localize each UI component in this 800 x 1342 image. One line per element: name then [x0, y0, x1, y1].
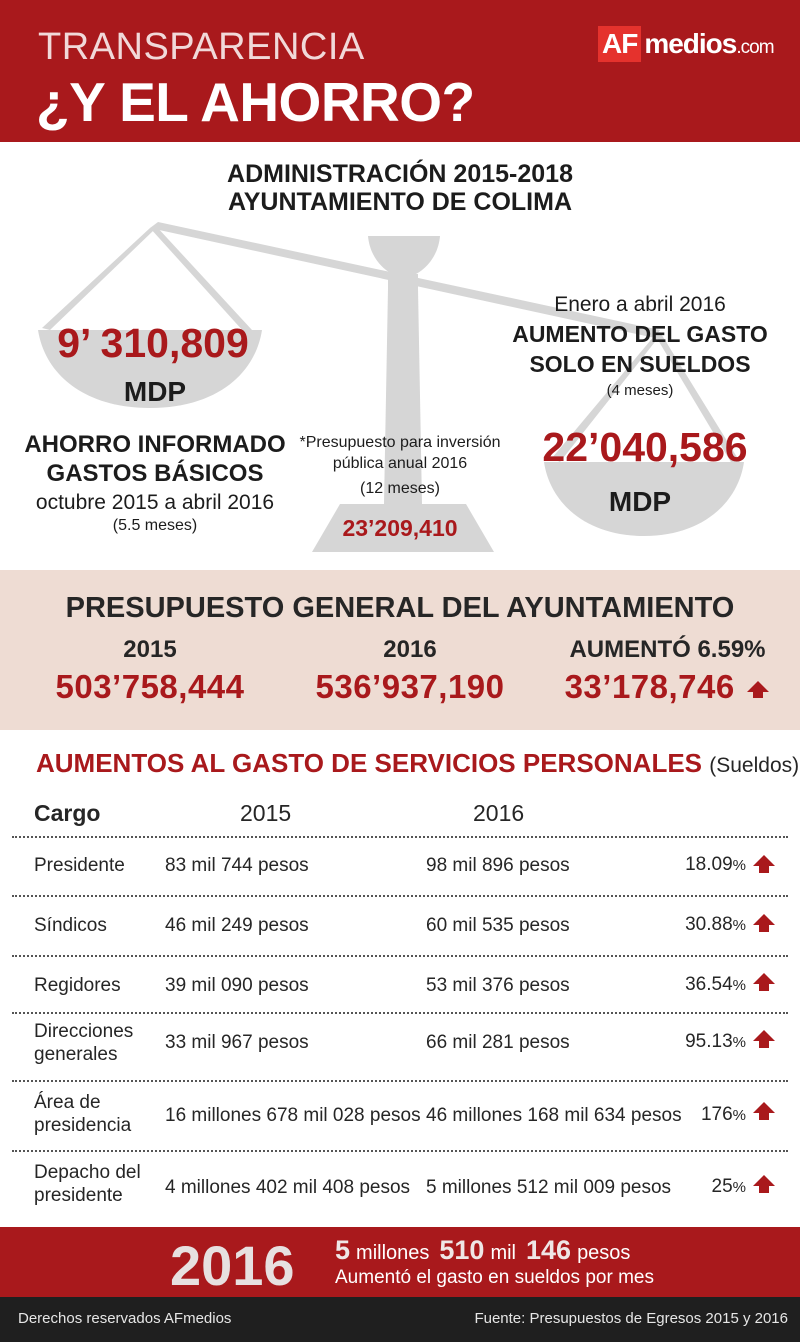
- arrow-up-icon: [753, 973, 775, 991]
- cell-percent: 36.54%: [685, 974, 746, 995]
- summary-year: 2016: [170, 1234, 295, 1297]
- arrow-up-icon: [753, 914, 775, 932]
- cell-percent: 30.88%: [685, 914, 746, 935]
- center-months: (12 meses): [359, 480, 441, 497]
- right-pan-amount: 22’040,586: [542, 424, 748, 470]
- arrow-up-icon: [753, 1030, 775, 1048]
- left-pan-label-line1: AHORRO INFORMADO: [24, 431, 286, 458]
- cell-2016: 53 mil 376 pesos: [426, 975, 570, 996]
- cell-percent: 95.13%: [685, 1031, 746, 1052]
- arrow-up-icon: [753, 855, 775, 873]
- summary-caption: Aumentó el gasto en sueldos por mes: [335, 1267, 654, 1288]
- logo-af: AF: [598, 26, 642, 62]
- center-note-line1: *Presupuesto para inversión: [299, 434, 501, 451]
- table-title-note: (Sueldos): [709, 754, 800, 777]
- right-pan-period: Enero a abril 2016: [554, 293, 726, 316]
- cell-percent: 18.09%: [685, 854, 746, 875]
- left-pan-period: octubre 2015 a abril 2016: [35, 491, 275, 514]
- row-divider: [12, 955, 788, 957]
- budget-2016: 2016 536’937,190: [290, 636, 530, 706]
- header-kicker: TRANSPARENCIA: [38, 26, 365, 68]
- cell-2016: 98 mil 896 pesos: [426, 855, 570, 876]
- afmedios-logo[interactable]: AF medios.com: [598, 25, 775, 63]
- budget-2015-value: 503’758,444: [55, 668, 245, 705]
- budget-title: PRESUPUESTO GENERAL DEL AYUNTAMIENTO: [65, 592, 735, 624]
- cell-2016: 46 millones 168 mil 634 pesos: [426, 1105, 682, 1126]
- right-pan-label-line1: AUMENTO DEL GASTO: [512, 321, 768, 347]
- cell-2015: 33 mil 967 pesos: [165, 1032, 309, 1053]
- cell-cargo: Direcciones generales: [34, 1021, 134, 1065]
- left-pan-unit: MDP: [123, 376, 187, 407]
- logo-medios: medios.com: [644, 28, 774, 59]
- row-divider: [12, 1150, 788, 1152]
- center-note-line2: pública anual 2016: [332, 455, 468, 472]
- row-divider: [12, 895, 788, 897]
- budget-increase-label: AUMENTÓ 6.59%: [569, 636, 766, 663]
- balance-scale-graphic: [38, 222, 744, 552]
- cell-2015: 4 millones 402 mil 408 pesos: [165, 1177, 411, 1198]
- cell-2016: 5 millones 512 mil 009 pesos: [426, 1177, 672, 1198]
- arrow-up-icon: [753, 1175, 775, 1193]
- cell-2016: 60 mil 535 pesos: [426, 915, 570, 936]
- header-banner: TRANSPARENCIA ¿Y EL AHORRO? AF medios.co…: [0, 0, 800, 142]
- budget-increase: AUMENTÓ 6.59% 33’178,746: [555, 636, 780, 706]
- row-divider: [12, 836, 788, 838]
- row-divider: [12, 1080, 788, 1082]
- cell-percent: 25%: [711, 1176, 746, 1197]
- right-pan-label-line2: SOLO EN SUELDOS: [529, 351, 751, 377]
- row-divider: [12, 1012, 788, 1014]
- column-header-cargo: Cargo: [34, 800, 101, 826]
- cell-2015: 83 mil 744 pesos: [165, 855, 309, 876]
- credits-copyright: Derechos reservados AFmedios: [18, 1310, 232, 1327]
- cell-2015: 16 millones 678 mil 028 pesos: [165, 1105, 421, 1126]
- credits-source: Fuente: Presupuestos de Egresos 2015 y 2…: [474, 1310, 788, 1327]
- left-pan-amount: 9’ 310,809: [57, 320, 249, 366]
- budget-band: PRESUPUESTO GENERAL DEL AYUNTAMIENTO 201…: [0, 570, 800, 730]
- cell-percent: 176%: [700, 1104, 746, 1125]
- cell-cargo: Depacho del presidente: [34, 1162, 141, 1206]
- right-pan-unit: MDP: [608, 486, 672, 517]
- cell-cargo: Área de presidencia: [34, 1092, 132, 1136]
- header-headline: ¿Y EL AHORRO?: [36, 71, 475, 133]
- column-header-2016: 2016: [473, 800, 525, 826]
- center-amount: 23’209,410: [342, 515, 458, 541]
- budget-2016-value: 536’937,190: [315, 668, 505, 705]
- table-title: AUMENTOS AL GASTO DE SERVICIOS PERSONALE…: [36, 748, 800, 778]
- arrow-up-icon: [753, 1102, 775, 1120]
- right-pan-months: (4 meses): [606, 382, 674, 399]
- credits-bar: Derechos reservados AFmedios Fuente: Pre…: [0, 1297, 800, 1342]
- left-pan-label-line2: GASTOS BÁSICOS: [46, 460, 264, 487]
- cell-2016: 66 mil 281 pesos: [426, 1032, 570, 1053]
- budget-2015: 2015 503’758,444: [30, 636, 270, 706]
- section-title-line1: ADMINISTRACIÓN 2015-2018: [227, 160, 573, 188]
- summary-band: 2016 5 millones 510 mil 146 pesos Aumentó el …: [0, 1227, 800, 1297]
- cell-cargo: Síndicos: [34, 915, 107, 936]
- cell-cargo: Regidores: [34, 975, 121, 996]
- cell-cargo: Presidente: [34, 855, 125, 876]
- summary-amount: 5 millones 510 mil 146 pesos: [335, 1235, 631, 1265]
- arrow-up-icon: [747, 681, 770, 699]
- section-title-line2: AYUNTAMIENTO DE COLIMA: [228, 188, 572, 216]
- budget-2016-label: 2016: [383, 636, 437, 663]
- budget-2015-label: 2015: [123, 636, 177, 663]
- budget-increase-value: 33’178,746: [555, 668, 780, 706]
- left-pan-months: (5.5 meses): [112, 517, 198, 534]
- cell-2015: 39 mil 090 pesos: [165, 975, 309, 996]
- cell-2015: 46 mil 249 pesos: [165, 915, 309, 936]
- column-header-2015: 2015: [240, 800, 292, 826]
